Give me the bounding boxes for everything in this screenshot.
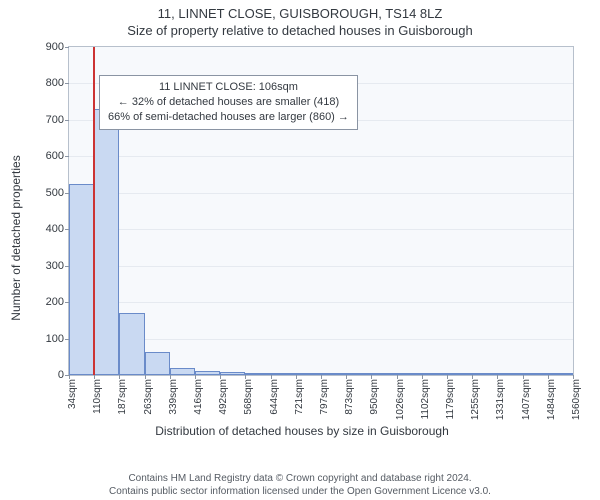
xtick-label: 187sqm [117, 379, 128, 415]
plot-region: 010020030040050060070080090034sqm110sqm1… [68, 46, 574, 376]
xtick-label: 1407sqm [521, 379, 532, 420]
gridline [69, 193, 573, 194]
xtick-label: 416sqm [193, 379, 204, 415]
gridline [69, 156, 573, 157]
xtick-label: 644sqm [269, 379, 280, 415]
xtick-label: 568sqm [243, 379, 254, 415]
histogram-bar [69, 184, 94, 375]
marker-line [93, 47, 95, 375]
ytick-label: 800 [46, 77, 69, 89]
footer: Contains HM Land Registry data © Crown c… [0, 472, 600, 498]
xtick-label: 34sqm [67, 379, 78, 409]
ytick-label: 600 [46, 150, 69, 162]
histogram-bar [346, 373, 371, 375]
gridline [69, 339, 573, 340]
histogram-bar [220, 372, 245, 375]
histogram-bar [497, 373, 522, 375]
ytick-label: 400 [46, 223, 69, 235]
xtick-label: 1026sqm [395, 379, 406, 420]
xtick-label: 492sqm [218, 379, 229, 415]
xtick-label: 721sqm [294, 379, 305, 415]
chart-container: 11, LINNET CLOSE, GUISBOROUGH, TS14 8LZ … [0, 0, 600, 500]
address-title: 11, LINNET CLOSE, GUISBOROUGH, TS14 8LZ [0, 0, 600, 21]
ytick-label: 200 [46, 296, 69, 308]
histogram-bar [296, 373, 321, 375]
xtick-label: 873sqm [344, 379, 355, 415]
y-axis-label: Number of detached properties [9, 155, 23, 320]
gridline [69, 266, 573, 267]
ytick-label: 900 [46, 41, 69, 53]
xtick-label: 1255sqm [470, 379, 481, 420]
histogram-bar [119, 313, 144, 375]
histogram-bar [422, 373, 447, 375]
x-axis-label: Distribution of detached houses by size … [22, 424, 582, 438]
histogram-bar [523, 373, 548, 375]
histogram-bar [245, 373, 270, 375]
xtick-label: 1102sqm [420, 379, 431, 419]
xtick-label: 1179sqm [445, 379, 456, 419]
xtick-label: 110sqm [92, 379, 103, 414]
ytick-label: 700 [46, 114, 69, 126]
info-line-3: 66% of semi-detached houses are larger (… [108, 110, 349, 125]
xtick-label: 950sqm [369, 379, 380, 415]
info-box: 11 LINNET CLOSE: 106sqm ← 32% of detache… [99, 75, 358, 130]
xtick-label: 339sqm [168, 379, 179, 415]
histogram-bar [371, 373, 396, 375]
xtick-label: 797sqm [319, 379, 330, 415]
xtick-label: 1484sqm [546, 379, 557, 420]
histogram-bar [195, 371, 220, 375]
footer-line-2: Contains public sector information licen… [0, 485, 600, 498]
histogram-bar [170, 368, 195, 375]
histogram-bar [145, 352, 170, 375]
xtick-label: 1331sqm [495, 379, 506, 420]
histogram-bar [548, 373, 573, 375]
gridline [69, 302, 573, 303]
info-line-1: 11 LINNET CLOSE: 106sqm [108, 80, 349, 95]
footer-line-1: Contains HM Land Registry data © Crown c… [0, 472, 600, 485]
histogram-bar [321, 373, 346, 375]
histogram-bar [472, 373, 497, 375]
histogram-bar [271, 373, 296, 375]
ytick-label: 300 [46, 260, 69, 272]
ytick-label: 100 [46, 333, 69, 345]
chart-subtitle: Size of property relative to detached ho… [0, 21, 600, 40]
chart-area: Number of detached properties 0100200300… [22, 42, 582, 434]
xtick-label: 1560sqm [571, 379, 582, 420]
info-line-2: ← 32% of detached houses are smaller (41… [108, 95, 349, 110]
histogram-bar [447, 373, 472, 375]
ytick-label: 500 [46, 187, 69, 199]
histogram-bar [94, 109, 119, 375]
xtick-label: 263sqm [143, 379, 154, 415]
gridline [69, 229, 573, 230]
histogram-bar [397, 373, 422, 375]
